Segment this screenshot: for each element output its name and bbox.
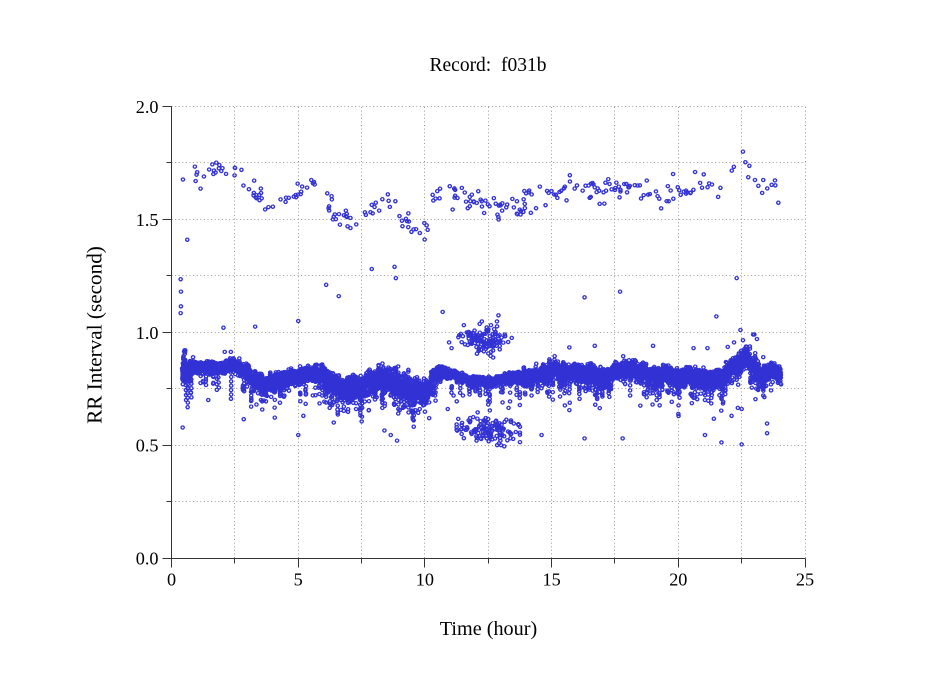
svg-text:10: 10 — [416, 569, 434, 589]
svg-text:25: 25 — [796, 569, 814, 589]
svg-text:Record: f031b: Record: f031b — [430, 55, 547, 76]
svg-text:RR Interval (second): RR Interval (second) — [83, 246, 107, 424]
svg-text:0.5: 0.5 — [136, 436, 159, 456]
svg-text:1.5: 1.5 — [136, 210, 159, 230]
svg-text:5: 5 — [294, 569, 303, 589]
svg-text:1.0: 1.0 — [136, 323, 159, 343]
svg-text:Time (hour): Time (hour) — [440, 618, 537, 640]
svg-text:2.0: 2.0 — [136, 97, 159, 117]
svg-text:15: 15 — [543, 569, 561, 589]
svg-text:0: 0 — [167, 569, 176, 589]
svg-text:20: 20 — [669, 569, 687, 589]
svg-text:0.0: 0.0 — [136, 549, 159, 569]
